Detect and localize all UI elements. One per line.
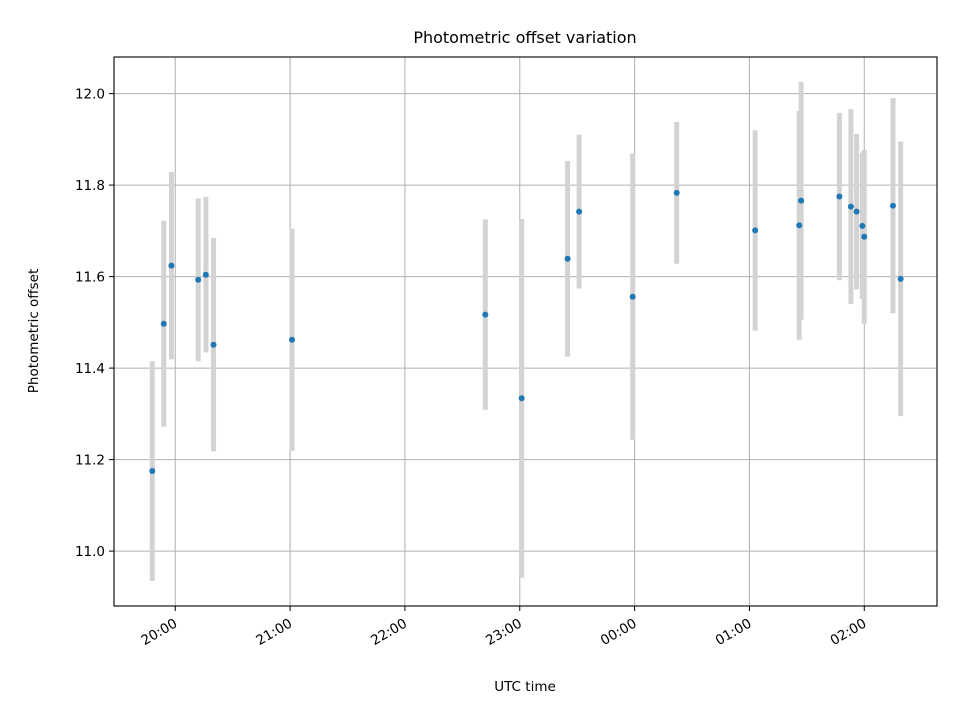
data-point	[210, 341, 217, 348]
data-point	[576, 208, 583, 215]
data-point	[202, 271, 209, 278]
y-axis-ticks: 11.0 11.2 11.4 11.6 11.8 12.0	[75, 87, 114, 560]
data-point	[752, 227, 759, 234]
data-point	[796, 222, 803, 229]
data-point	[518, 395, 525, 402]
y-tick-label: 11.2	[75, 453, 105, 469]
data-point	[889, 202, 896, 209]
data-point	[288, 336, 295, 343]
data-point	[861, 233, 868, 240]
y-tick-label: 11.6	[75, 270, 105, 286]
data-point	[853, 208, 860, 215]
data-point	[564, 255, 571, 262]
y-axis-label: Photometric offset	[26, 269, 42, 393]
data-point	[897, 275, 904, 282]
y-tick-label: 12.0	[75, 87, 105, 103]
data-points	[149, 189, 904, 475]
data-point	[195, 276, 202, 283]
data-point	[168, 262, 175, 269]
data-point	[859, 222, 866, 229]
x-axis-label: UTC time	[494, 679, 556, 695]
y-tick-label: 11.4	[75, 361, 105, 377]
data-point	[629, 293, 636, 300]
data-point	[836, 193, 843, 200]
data-point	[798, 197, 805, 204]
y-tick-label: 11.8	[75, 178, 105, 194]
data-point	[160, 320, 167, 327]
plot-frame	[113, 56, 938, 607]
data-point	[847, 203, 854, 210]
data-point	[149, 468, 156, 475]
plot-area	[114, 57, 937, 606]
chart-title: Photometric offset variation	[413, 28, 636, 47]
y-tick-label: 11.0	[75, 544, 105, 560]
data-point	[482, 311, 489, 318]
data-point	[673, 189, 680, 196]
